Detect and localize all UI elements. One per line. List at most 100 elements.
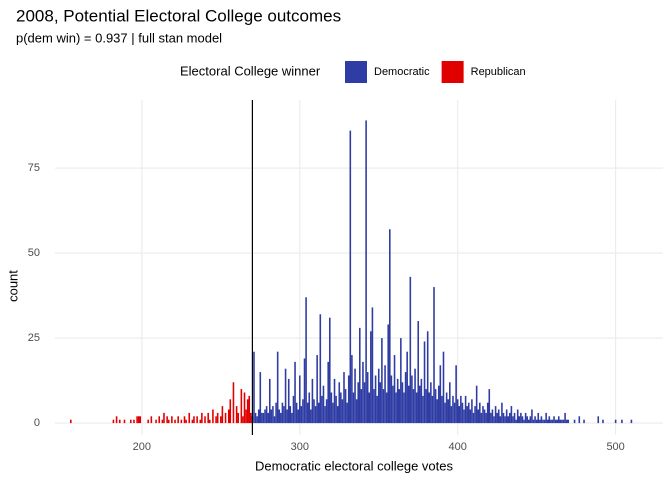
x-tick-label: 500 (606, 441, 624, 453)
x-tick-label: 300 (291, 441, 309, 453)
bar (532, 419, 535, 424)
y-axis-label: count (5, 270, 20, 302)
bar (366, 372, 369, 424)
bar (360, 389, 363, 424)
bar (543, 419, 546, 424)
bar (319, 314, 322, 424)
bar (526, 416, 528, 424)
bar (220, 416, 222, 424)
bar (434, 389, 437, 424)
bar (343, 372, 345, 424)
bar (417, 321, 420, 424)
bar (392, 385, 394, 424)
bar (377, 368, 380, 424)
bar (444, 402, 446, 424)
bar (614, 419, 617, 424)
bar (300, 406, 303, 424)
bar (477, 409, 480, 424)
bar (420, 378, 423, 424)
bar (539, 419, 541, 424)
bar (287, 378, 290, 424)
bar (573, 419, 576, 424)
bar (521, 416, 524, 424)
bar (183, 416, 186, 424)
bar (240, 389, 243, 424)
bar (509, 412, 511, 424)
bar (368, 392, 371, 424)
bar (463, 409, 465, 424)
bar (346, 402, 348, 424)
bar (352, 392, 355, 424)
bar (384, 365, 386, 424)
bar (311, 378, 314, 424)
bar (333, 378, 336, 424)
bar (425, 389, 427, 424)
bar (390, 375, 393, 424)
bar (341, 399, 344, 424)
bar (344, 389, 347, 424)
bar (387, 324, 390, 424)
bar (374, 375, 377, 424)
bar (354, 368, 356, 424)
bar (537, 412, 540, 424)
bar (270, 409, 273, 424)
bar (115, 416, 118, 424)
bar (461, 402, 464, 424)
bar (254, 412, 257, 424)
bar (163, 412, 165, 424)
bar (513, 412, 516, 424)
bar (458, 406, 461, 424)
chart-subtitle: p(dem win) = 0.937 | full stan model (16, 30, 222, 45)
bar (395, 392, 397, 424)
bar (224, 412, 227, 424)
bar (136, 416, 138, 424)
bar (257, 409, 260, 424)
bar (507, 416, 510, 424)
bar (298, 375, 301, 424)
bar (325, 399, 328, 424)
bar (359, 327, 361, 424)
bar (294, 361, 296, 424)
bar (504, 416, 506, 424)
bar (371, 307, 374, 424)
bar (419, 385, 421, 424)
bar (490, 412, 492, 424)
bar (349, 130, 352, 424)
bar (167, 419, 170, 424)
bar (291, 412, 293, 424)
bar (496, 412, 498, 424)
bar (494, 406, 497, 424)
bar (502, 412, 505, 424)
bar (455, 365, 457, 424)
bar (466, 406, 468, 424)
bar (564, 412, 566, 424)
bar (370, 331, 372, 424)
bar (284, 368, 287, 424)
bar (229, 399, 232, 424)
bar (330, 392, 333, 424)
bar (411, 375, 413, 424)
y-tick-label: 25 (28, 332, 40, 344)
bar (137, 416, 140, 424)
bar (471, 399, 473, 424)
bar (373, 389, 375, 424)
bar (259, 372, 262, 424)
bar (553, 416, 555, 424)
bar (276, 351, 279, 424)
bar (545, 412, 547, 424)
bar (340, 392, 342, 424)
bar (306, 402, 309, 424)
bar (212, 409, 214, 424)
bar (322, 385, 325, 424)
y-tick-label: 50 (28, 247, 40, 259)
bar (278, 409, 281, 424)
bar (171, 416, 173, 424)
bar (177, 416, 179, 424)
y-tick-label: 0 (34, 417, 40, 429)
bar (245, 409, 247, 424)
bar (423, 341, 426, 424)
bar (551, 419, 554, 424)
bar (436, 399, 438, 424)
bar (267, 412, 269, 424)
bar (542, 419, 544, 424)
